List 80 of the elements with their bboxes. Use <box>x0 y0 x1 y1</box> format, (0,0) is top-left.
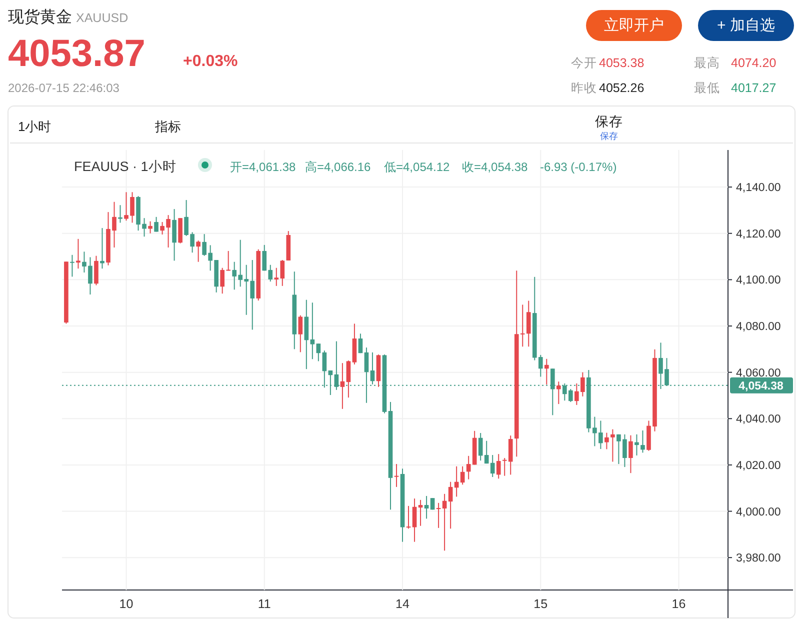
candlestick <box>442 493 447 552</box>
x-tick-label: 14 <box>396 597 410 611</box>
candlestick <box>76 238 80 270</box>
annotation: FEAUUS · 1小时 <box>74 159 176 174</box>
text: + 加自选 <box>717 17 775 34</box>
candlestick <box>70 254 74 278</box>
text: 4074.20 <box>731 56 776 70</box>
x-tick-label: 15 <box>534 597 548 611</box>
candlestick <box>304 299 309 370</box>
text: 今开 <box>571 56 597 70</box>
candlestick <box>490 454 495 478</box>
candlestick <box>448 481 453 530</box>
y-tick-label: 4,020.00 <box>736 460 781 472</box>
candlestick <box>424 495 429 520</box>
text: 最高 <box>694 55 720 70</box>
annotation: 开=4,061.38 <box>230 160 296 174</box>
candlestick <box>94 255 98 286</box>
y-tick-label: 4,060.00 <box>736 367 781 380</box>
candlestick <box>370 352 375 385</box>
candlestick <box>340 362 345 410</box>
candlestick <box>118 204 122 224</box>
candlestick <box>394 464 399 488</box>
text: 4053.87 <box>8 33 146 75</box>
candlestick <box>406 505 411 530</box>
x-tick-label: 11 <box>258 597 271 611</box>
candlestick <box>526 300 531 348</box>
text: 昨收 <box>571 81 597 95</box>
candlestick <box>412 498 417 542</box>
candlestick <box>172 208 176 262</box>
candlestick <box>544 358 549 386</box>
x-tick-label: 10 <box>119 597 134 611</box>
ref-line-label: 4,054.38 <box>738 380 784 392</box>
text: 4052.26 <box>599 81 644 95</box>
x-tick-label: 16 <box>672 597 686 611</box>
candlestick <box>148 220 152 234</box>
candlestick <box>358 333 363 354</box>
candlestick <box>100 228 104 270</box>
y-tick-label: 4,040.00 <box>736 414 781 426</box>
text: 4017.27 <box>731 81 776 95</box>
text: 1小时 <box>18 119 52 134</box>
chart-title: 现货黄金 <box>8 8 72 26</box>
annotation: -6.93 (-0.17%) <box>540 160 617 174</box>
y-tick-label: 4,100.00 <box>736 274 781 287</box>
candlestick <box>610 428 615 462</box>
candlestick <box>556 381 561 405</box>
y-tick-label: 4,080.00 <box>736 321 781 333</box>
candlestick <box>298 314 303 353</box>
y-tick-label: 4,140.00 <box>736 182 781 194</box>
candlestick <box>316 343 321 362</box>
candlestick <box>640 430 645 454</box>
candlestick <box>310 302 315 360</box>
chart-subtitle: XAUUSD <box>76 11 128 25</box>
annotation: 低=4,054.12 <box>384 160 450 174</box>
text: 最低 <box>694 81 720 95</box>
candlestick <box>460 466 465 486</box>
candlestick <box>478 432 483 462</box>
candlestick <box>484 440 489 464</box>
text: 2026-07-15 22:46:03 <box>8 81 120 95</box>
annotation: 高=4,066.16 <box>305 160 372 174</box>
text: 指标 <box>154 119 181 134</box>
text: 立即开户 <box>604 17 664 34</box>
candlestick <box>196 240 200 262</box>
candlestick <box>352 323 357 365</box>
candlestick <box>418 499 423 526</box>
y-tick-label: 3,980.00 <box>736 552 781 565</box>
y-tick-label: 4,000.00 <box>736 506 781 518</box>
annotation: 收=4,054.38 <box>462 160 528 174</box>
candlestick <box>634 434 639 456</box>
candlestick <box>628 434 633 474</box>
candlestick <box>154 216 158 232</box>
text: 保存 <box>600 131 618 141</box>
text: 4053.38 <box>599 56 644 70</box>
candlestick <box>436 502 441 528</box>
text: +0.03% <box>183 53 238 70</box>
candlestick <box>604 432 609 450</box>
candlestick <box>496 454 501 480</box>
text: 保存 <box>595 114 623 129</box>
candlestick <box>346 360 351 398</box>
y-tick-label: 4,120.00 <box>736 228 781 240</box>
candlestick <box>466 455 471 480</box>
